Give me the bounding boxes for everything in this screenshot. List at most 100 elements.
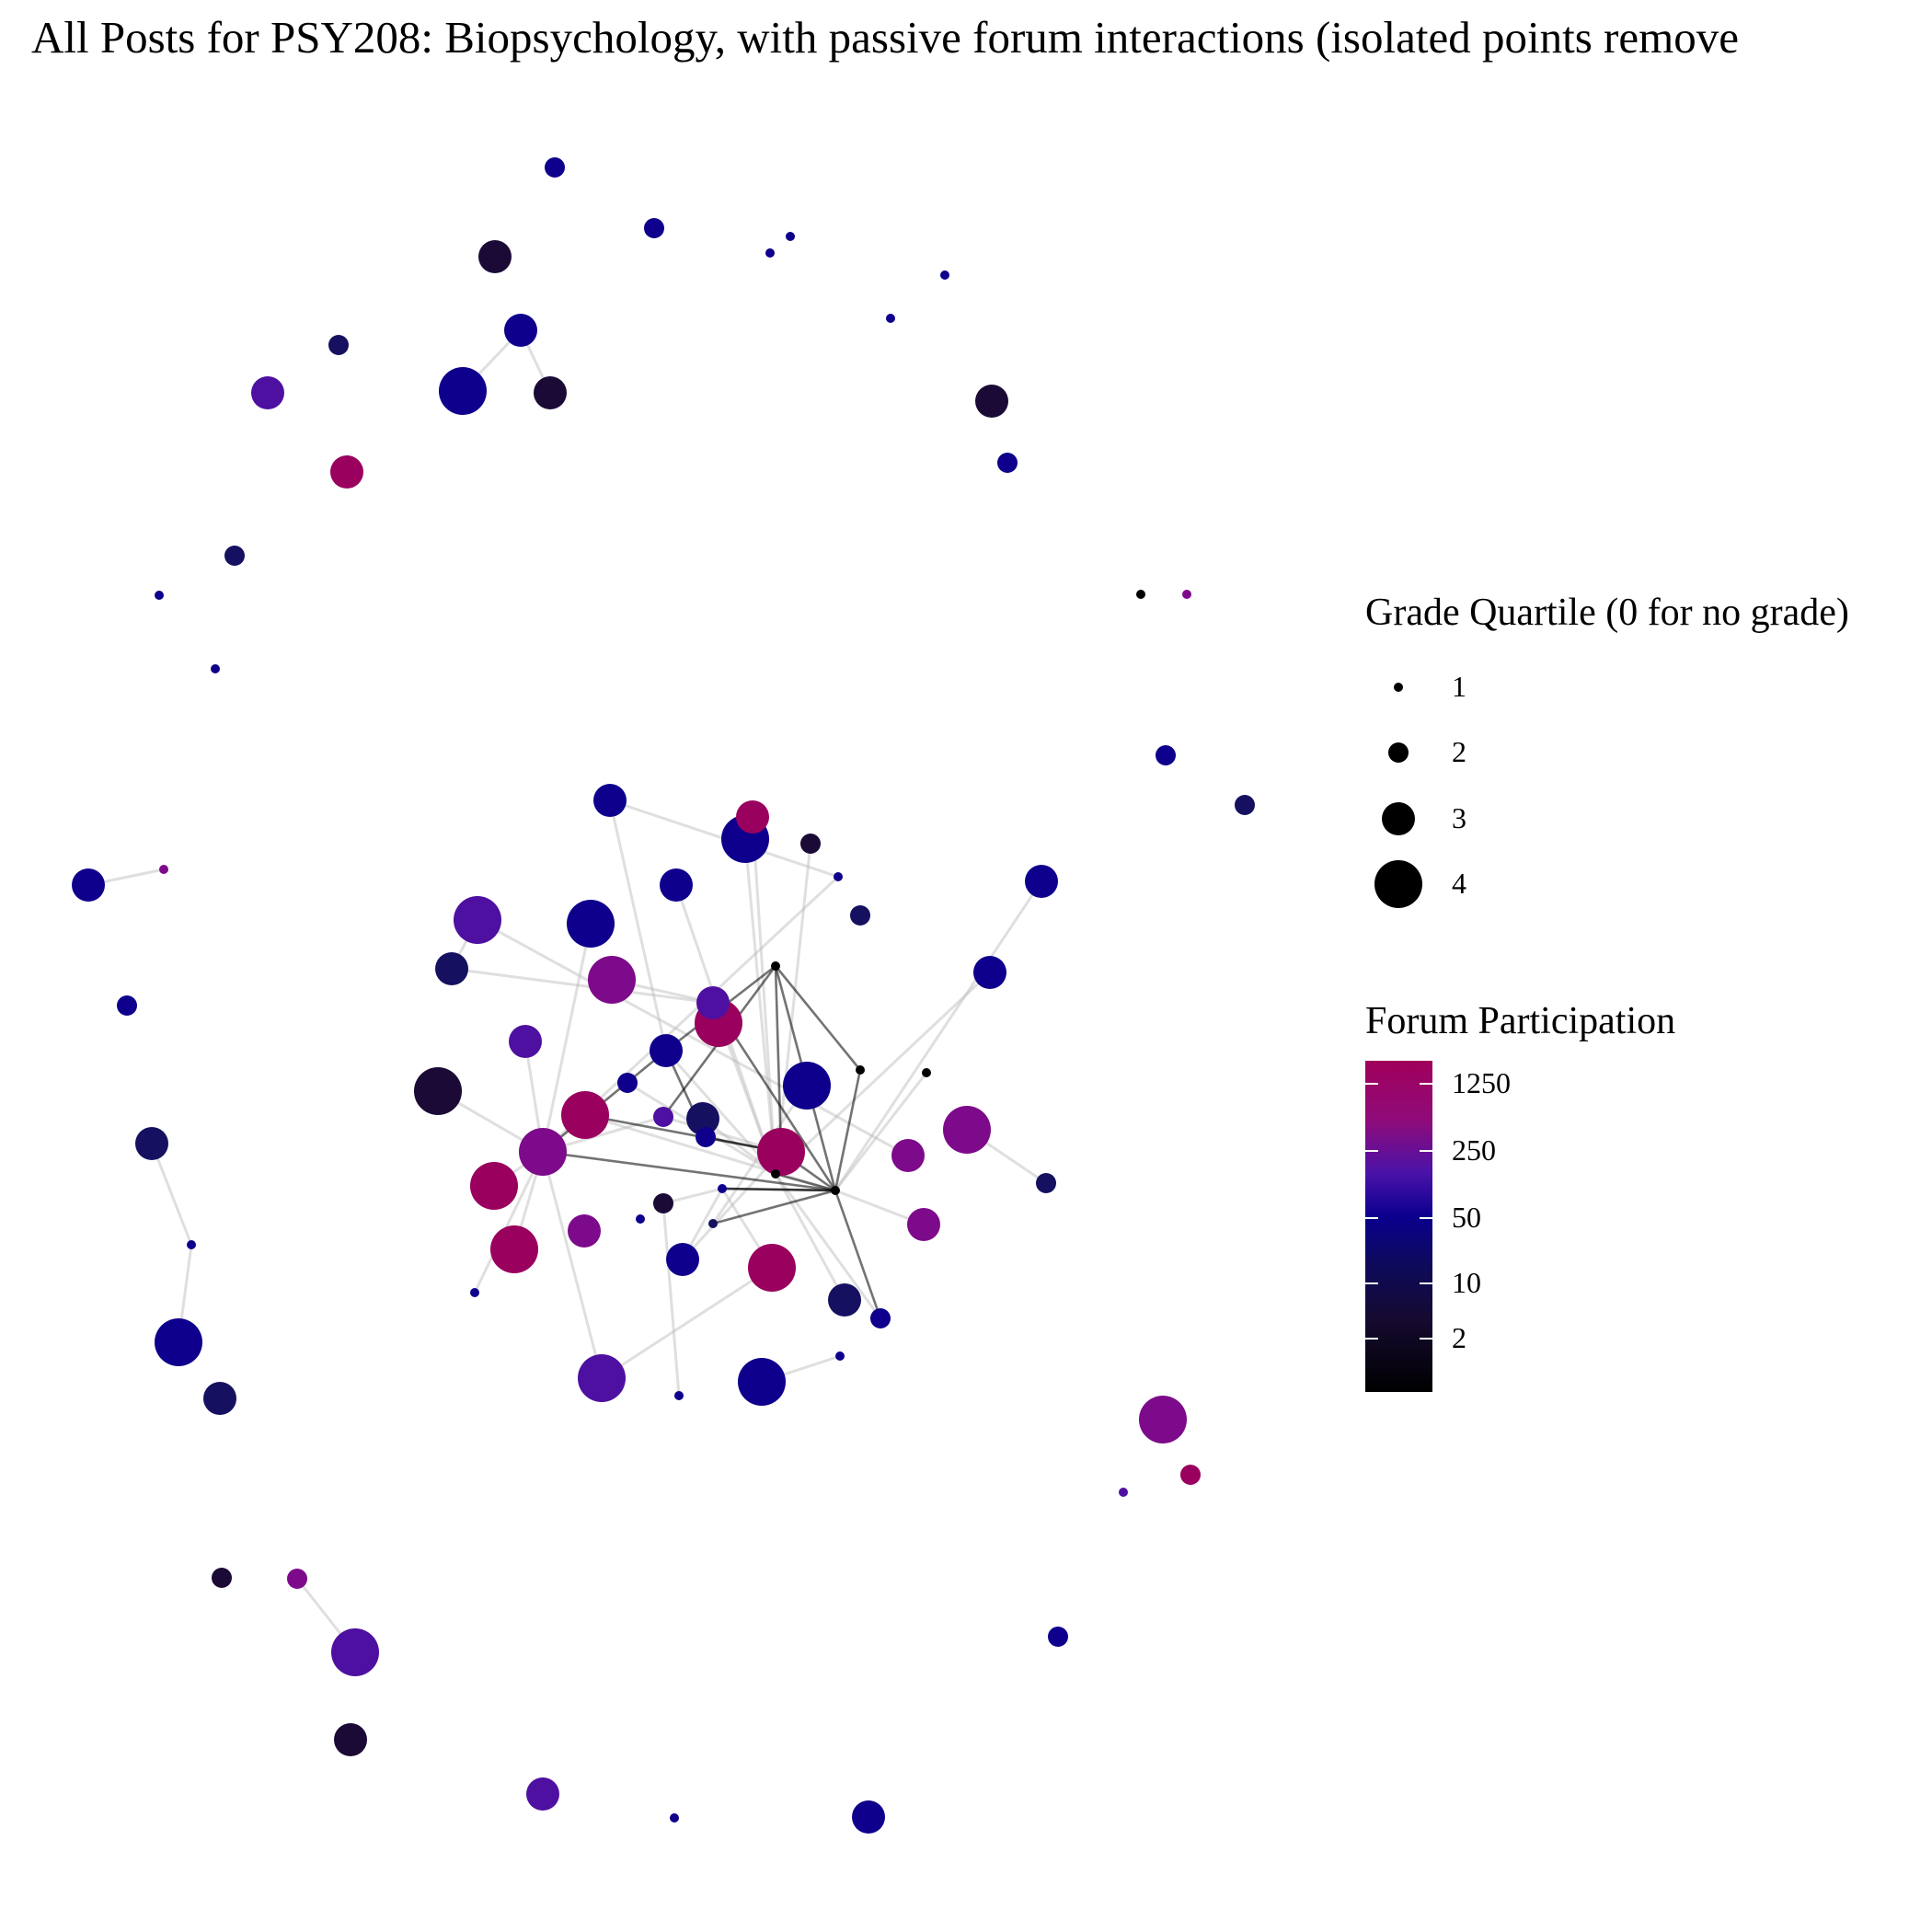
network-node [545,157,565,178]
network-node [617,1073,638,1093]
network-node [159,865,168,874]
edge-weak [450,967,715,1005]
edge-strong [834,1068,862,1192]
network-node [975,385,1008,418]
network-node [330,455,363,489]
network-node [831,1186,840,1195]
network-node [708,1219,718,1228]
edge-strong [834,1189,882,1320]
network-node [504,314,537,347]
network-node [870,1308,891,1328]
network-node [1119,1488,1128,1497]
network-node [736,800,769,834]
size-legend-dot-4 [1374,860,1422,908]
network-node [653,1193,673,1213]
network-node [943,1106,991,1154]
network-node [212,1568,232,1588]
network-node [997,453,1018,473]
network-node [834,872,843,881]
network-node [534,376,567,409]
edge-weak [774,971,992,1176]
network-node [666,1243,699,1276]
size-legend-label-2: 2 [1452,735,1466,768]
network-node [331,1628,379,1676]
network-node [72,868,105,902]
network-node [435,952,468,985]
network-node [748,1244,796,1292]
edge-weak [743,837,777,1176]
network-node [251,376,284,409]
network-node [1139,1396,1187,1443]
network-node [783,1062,831,1110]
network-node [800,834,821,854]
edge-weak [774,1172,882,1320]
network-node [856,1065,865,1075]
network-node [1156,745,1176,765]
network-node [907,1208,940,1241]
network-node [771,1169,780,1179]
network-node [644,218,664,238]
network-node [470,1288,479,1297]
edge-weak [600,1266,774,1380]
network-node [328,335,349,355]
network-node [490,1225,538,1273]
network-node [696,986,730,1019]
size-legend-dot-1 [1394,683,1403,692]
network-node [696,1127,716,1147]
edge-strong [774,964,862,1072]
network-node [828,1283,861,1317]
network-node [568,1214,601,1248]
network-node [187,1240,196,1249]
edge-strong [774,964,783,1154]
size-legend-dot-3 [1382,802,1415,835]
edge-weak [834,880,1043,1192]
colorbar-tick-50: 50 [1452,1201,1481,1234]
size-legend [1374,683,1422,908]
edge-weak [681,1150,783,1261]
node-layer [72,157,1255,1834]
network-node [718,1184,727,1193]
network-node [1048,1627,1068,1647]
edge-weak [751,815,777,1176]
network-node [850,905,870,926]
edge-layer [86,328,1048,1654]
size-legend-label-4: 4 [1452,867,1466,900]
network-node [650,1034,683,1067]
network-node [287,1569,307,1589]
network-node [771,961,780,971]
network-node [135,1127,168,1160]
colorbar-tick-1250: 1250 [1452,1066,1511,1099]
colorbar-tick-2: 2 [1452,1321,1466,1354]
network-node [891,1139,925,1172]
chart-title: All Posts for PSY208: Biopsychology, wit… [31,12,1739,63]
network-node [578,1354,626,1402]
network-node [1180,1465,1201,1485]
network-node [653,1107,673,1127]
network-node [660,868,693,902]
network-node [414,1067,462,1115]
network-node [670,1813,679,1823]
network-node [439,367,487,415]
edge-weak [541,922,592,1154]
network-node [593,784,627,817]
network-node [526,1777,559,1811]
size-legend-label-3: 3 [1452,801,1466,834]
edge-weak [608,799,668,1052]
network-node [686,1102,719,1135]
network-node [478,240,512,273]
network-node [973,956,1006,989]
network-node [334,1723,367,1756]
edge-weak [476,918,910,1157]
network-node [1025,865,1058,898]
network-node [567,900,615,948]
network-node [211,664,220,673]
color-legend-title: Forum Participation [1365,1000,1676,1042]
network-node [155,591,164,600]
network-node [203,1382,236,1415]
network-node [588,956,636,1004]
network-node [1235,795,1255,815]
size-legend-label-1: 1 [1452,670,1466,703]
edge-weak [541,1150,604,1380]
network-node [1182,590,1191,599]
edge-weak [473,1150,545,1294]
